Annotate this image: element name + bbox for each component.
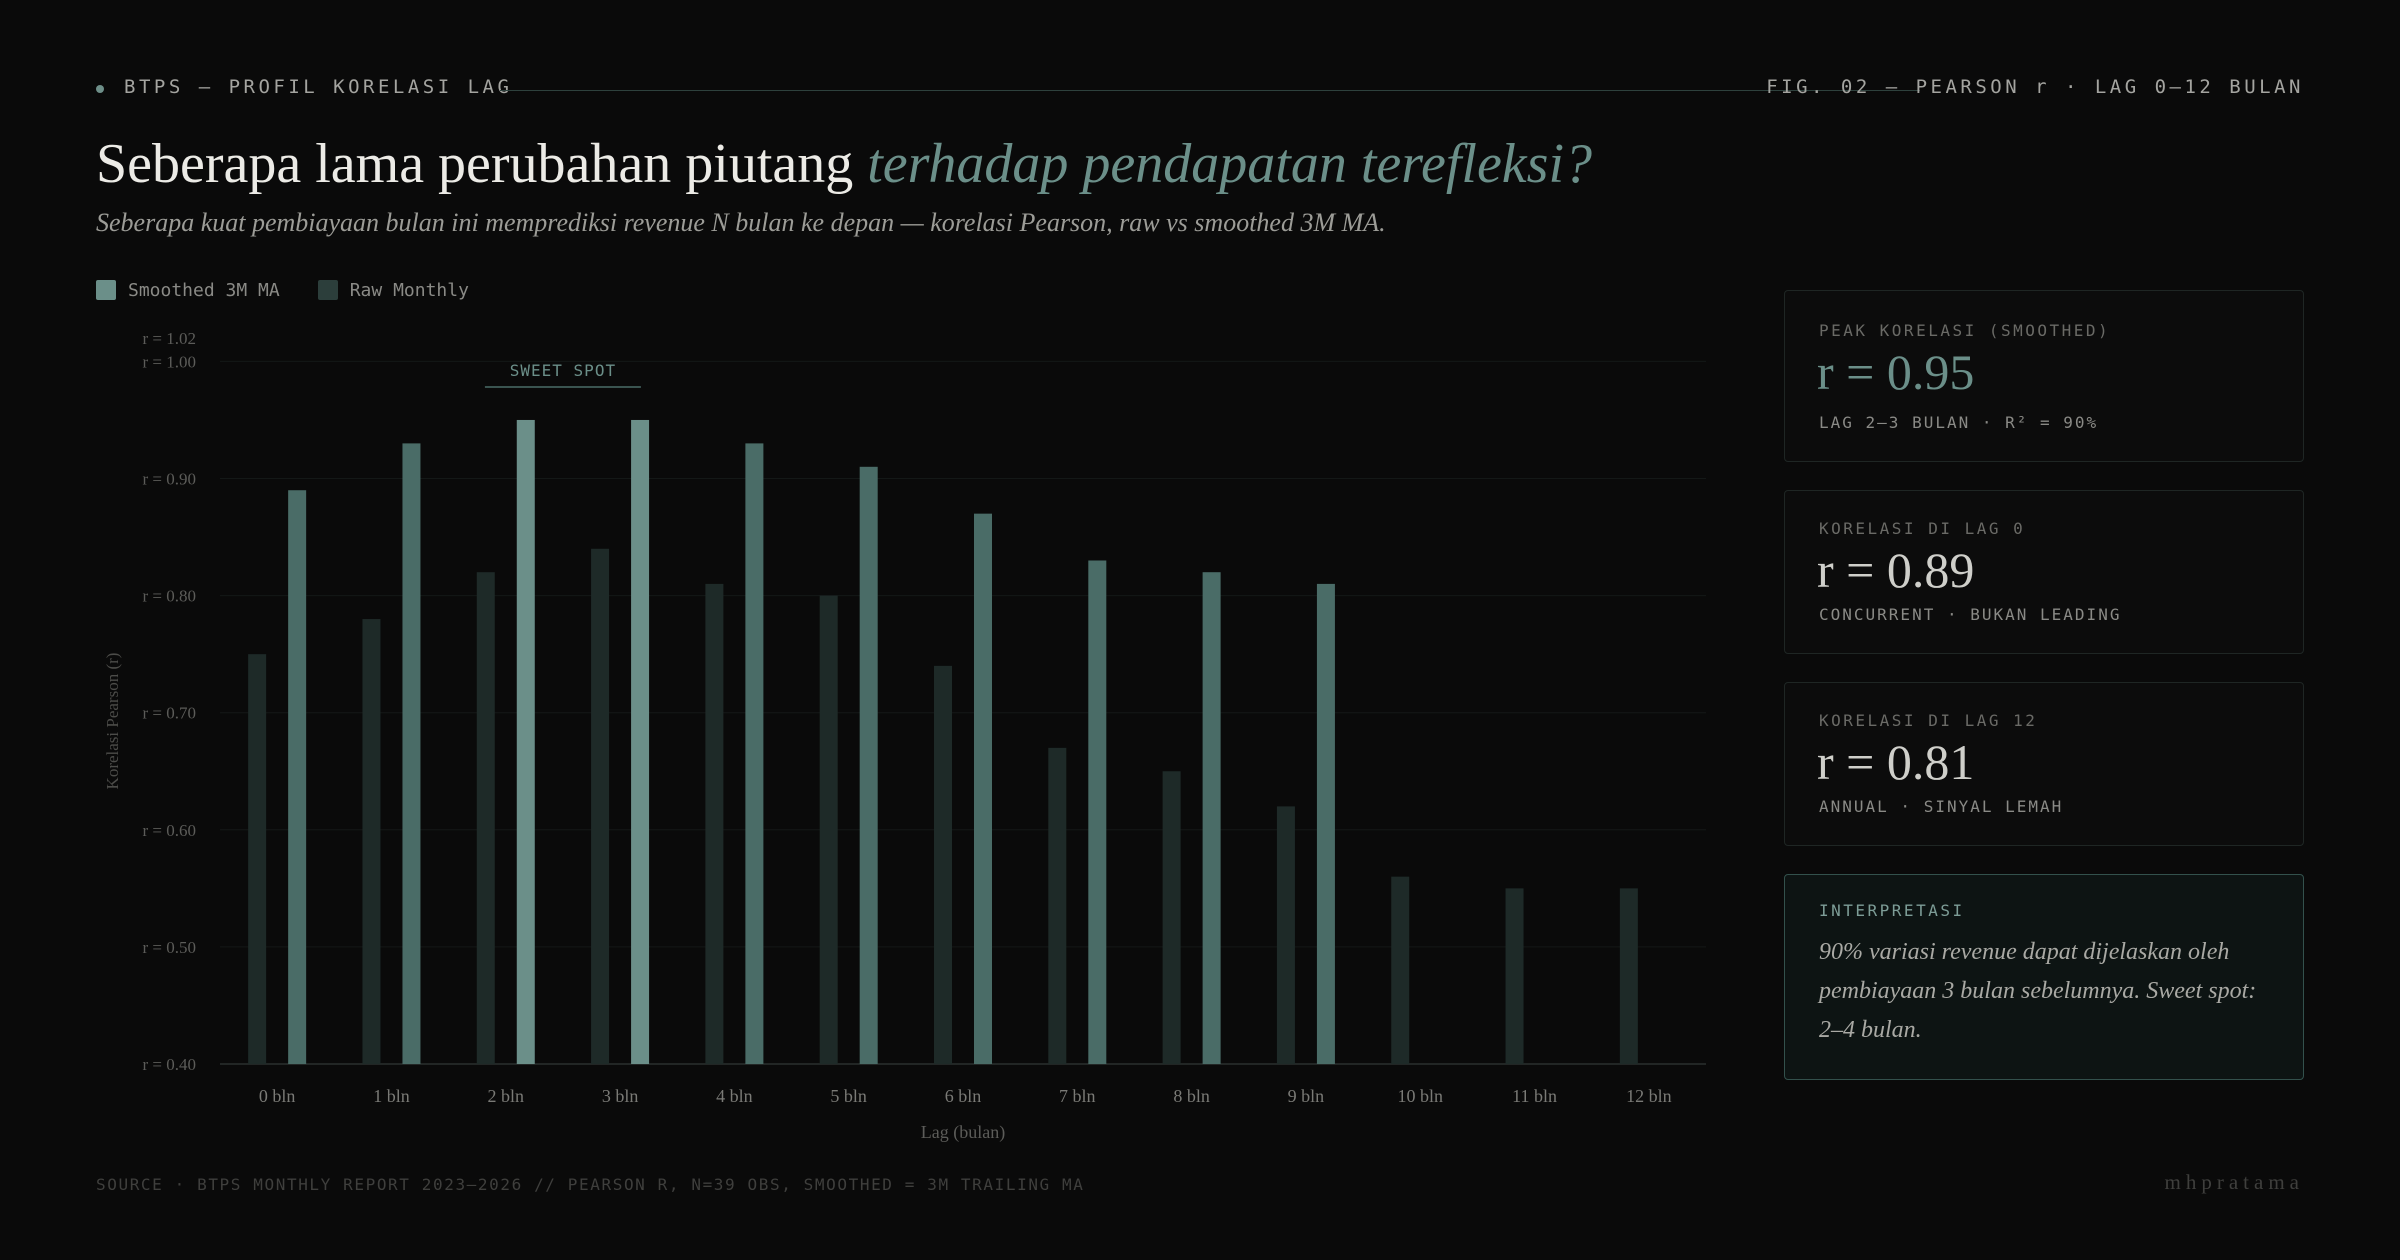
- bar-smoothed-9-bln: [1316, 583, 1335, 1064]
- card-lag12-value: r = 0.81: [1817, 734, 1975, 790]
- bar-raw-12-bln: [1619, 888, 1638, 1064]
- card-lag0-label: KORELASI DI LAG 0: [1819, 519, 2026, 538]
- title-accent: terhadap pendapatan terefleksi?: [867, 133, 1593, 195]
- x-tick-label: 8 bln: [1173, 1086, 1210, 1106]
- x-tick-label: 1 bln: [373, 1086, 410, 1106]
- card-peak-note: LAG 2–3 BULAN · R² = 90%: [1819, 413, 2099, 432]
- card-peak-label: PEAK KORELASI (SMOOTHED): [1819, 321, 2111, 340]
- legend-item-smoothed: Smoothed 3M MA: [96, 280, 280, 301]
- bar-raw-11-bln: [1505, 888, 1524, 1064]
- x-tick-label: 10 bln: [1397, 1086, 1443, 1106]
- y-tick-label: r = 0.60: [143, 821, 197, 840]
- bar-smoothed-3-bln: [631, 419, 650, 1064]
- bar-raw-6-bln: [934, 665, 952, 1064]
- section-label: BTPS — PROFIL KORELASI LAG: [124, 76, 513, 98]
- card-interpretation: INTERPRETASI 90% variasi revenue dapat d…: [1784, 874, 2304, 1080]
- bar-raw-3-bln: [591, 548, 610, 1064]
- legend-item-raw: Raw Monthly: [317, 279, 469, 301]
- bar-raw-8-bln: [1162, 771, 1181, 1064]
- figure-label: FIG. 02 — PEARSON r · LAG 0–12 BULAN: [1766, 76, 2304, 98]
- bar-raw-7-bln: [1048, 747, 1067, 1064]
- legend-swatch-smoothed: [96, 280, 116, 300]
- x-tick-label: 2 bln: [488, 1086, 525, 1106]
- page-subtitle: Seberapa kuat pembiayaan bulan ini mempr…: [96, 208, 1386, 237]
- bullet-dot-icon: [96, 85, 104, 93]
- card-lag12-note: ANNUAL · SINYAL LEMAH: [1819, 797, 2064, 816]
- bar-smoothed-7-bln: [1088, 560, 1107, 1064]
- bar-smoothed-4-bln: [745, 443, 764, 1064]
- card-peak: PEAK KORELASI (SMOOTHED) r = 0.95 LAG 2–…: [1784, 290, 2304, 462]
- y-tick-label: r = 0.50: [143, 938, 197, 957]
- card-interpretation-text: 90% variasi revenue dapat dijelaskan ole…: [1819, 939, 2257, 1043]
- card-lag12: KORELASI DI LAG 12 r = 0.81 ANNUAL · SIN…: [1784, 682, 2304, 846]
- title-main: Seberapa lama perubahan piutang: [96, 133, 868, 195]
- x-tick-label: 9 bln: [1288, 1086, 1325, 1106]
- bar-raw-0-bln: [248, 654, 267, 1064]
- card-lag0: KORELASI DI LAG 0 r = 0.89 CONCURRENT · …: [1784, 490, 2304, 654]
- bar-raw-9-bln: [1276, 806, 1295, 1064]
- source-note: SOURCE · BTPS MONTHLY REPORT 2023–2026 /…: [96, 1175, 1085, 1194]
- bar-smoothed-8-bln: [1202, 572, 1221, 1064]
- legend-swatch-raw: [317, 280, 338, 300]
- x-tick-label: 12 bln: [1626, 1086, 1672, 1106]
- card-lag0-note: CONCURRENT · BUKAN LEADING: [1819, 605, 2122, 624]
- y-tick-label: r = 1.00: [143, 352, 197, 371]
- bar-smoothed-2-bln: [516, 419, 535, 1064]
- lag-correlation-chart: r = 0.40 r = 0.50 r = 0.60 r = 0.70 r = 0.80…: [103, 329, 1706, 1143]
- card-interpretation-label: INTERPRETASI: [1819, 901, 1965, 920]
- page-title: Seberapa lama perubahan piutang terhadap…: [96, 132, 1592, 196]
- x-tick-label: 11 bln: [1512, 1086, 1557, 1106]
- bar-raw-10-bln: [1391, 876, 1410, 1064]
- bar-smoothed-6-bln: [974, 513, 992, 1064]
- bar-smoothed-0-bln: [288, 490, 307, 1064]
- y-tick-label: r = 0.80: [143, 587, 197, 606]
- x-tick-label: 4 bln: [716, 1086, 753, 1106]
- x-axis-title: Lag (bulan): [921, 1122, 1005, 1143]
- card-lag0-value: r = 0.89: [1817, 542, 1975, 598]
- x-tick-label: 3 bln: [602, 1086, 639, 1106]
- y-tick-label: r = 0.40: [143, 1055, 197, 1074]
- bar-raw-2-bln: [476, 572, 495, 1064]
- bar-smoothed-5-bln: [859, 466, 878, 1064]
- y-tick-label: r = 0.70: [143, 704, 197, 723]
- bar-smoothed-1-bln: [402, 443, 421, 1064]
- y-tick-label: r = 1.02: [143, 329, 197, 348]
- x-tick-label: 5 bln: [830, 1086, 867, 1106]
- card-lag12-label: KORELASI DI LAG 12: [1819, 711, 2038, 730]
- header-rule: [500, 90, 1920, 91]
- legend-label-smoothed: Smoothed 3M MA: [128, 279, 280, 301]
- bar-raw-4-bln: [705, 583, 724, 1064]
- bar-raw-5-bln: [819, 595, 838, 1064]
- y-tick-label: r = 0.90: [143, 470, 197, 489]
- x-tick-label: 6 bln: [945, 1086, 982, 1106]
- x-tick-label: 7 bln: [1059, 1086, 1096, 1106]
- card-peak-value: r = 0.95: [1817, 344, 1975, 400]
- x-tick-label: 0 bln: [259, 1086, 296, 1106]
- y-axis-title: Korelasi Pearson (r): [103, 653, 122, 790]
- chart-legend: Smoothed 3M MA Raw Monthly: [96, 278, 469, 302]
- legend-label-raw: Raw Monthly: [349, 279, 469, 301]
- top-bar: BTPS — PROFIL KORELASI LAG FIG. 02 — PEA…: [96, 76, 2304, 100]
- bar-raw-1-bln: [362, 619, 381, 1064]
- author-signature: mhpratama: [2164, 1170, 2304, 1194]
- sweet-spot-label: SWEET SPOT: [510, 361, 616, 380]
